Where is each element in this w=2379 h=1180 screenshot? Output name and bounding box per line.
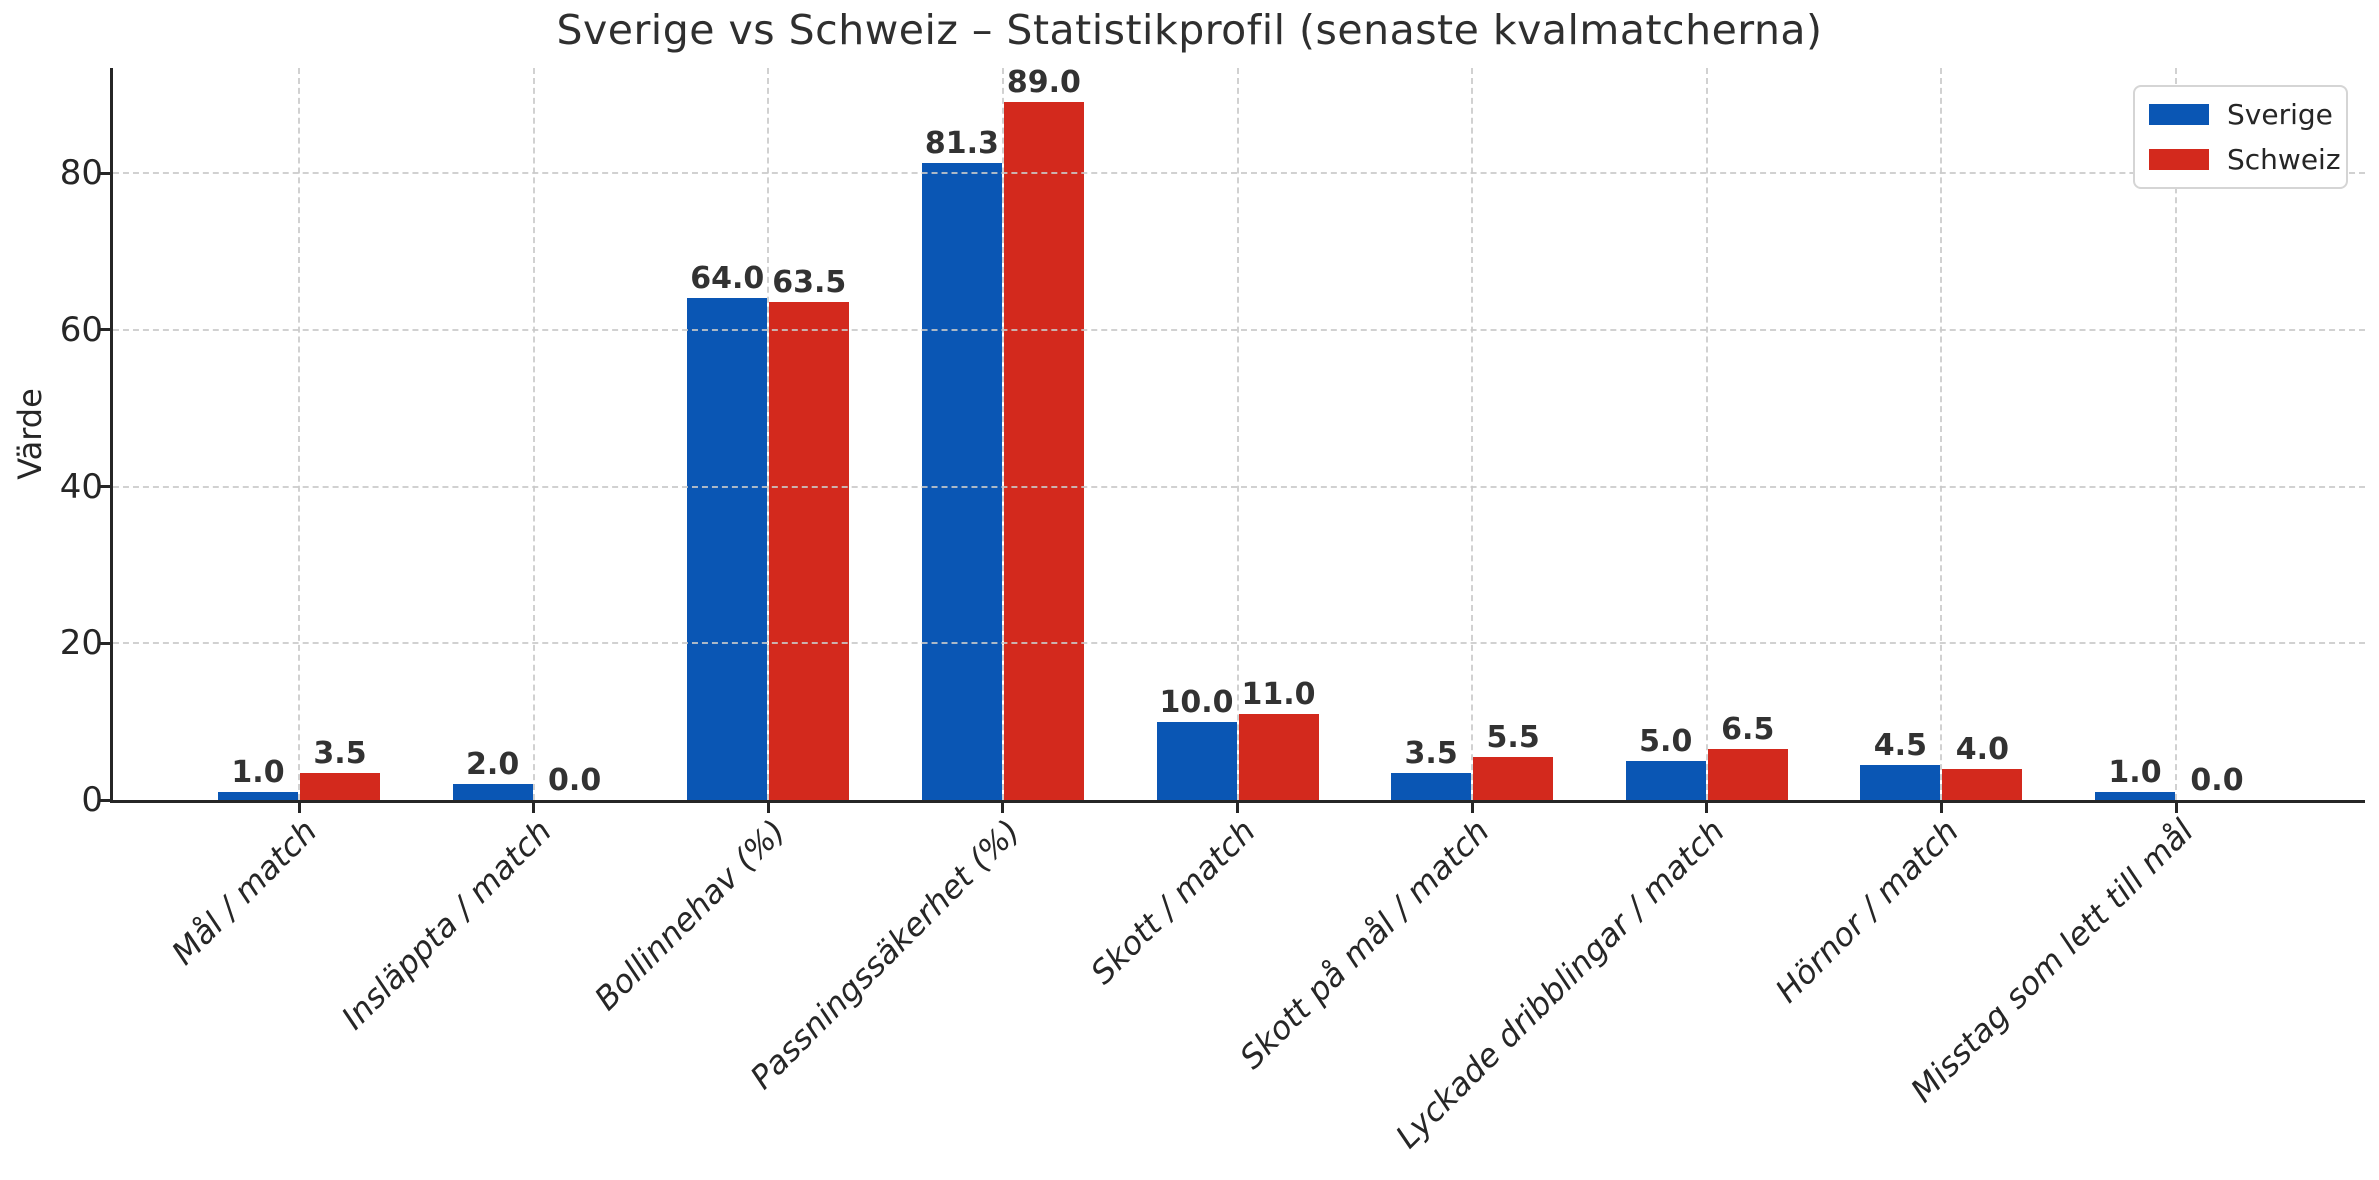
h-gridline: [113, 642, 2365, 645]
x-tick: [1470, 803, 1474, 813]
bar-sverige: [921, 162, 1002, 800]
x-tick: [1939, 803, 1943, 813]
value-label: 63.5: [772, 265, 847, 301]
bar-schweiz: [769, 302, 850, 800]
value-label: 1.0: [2108, 755, 2162, 791]
value-label: 4.5: [1873, 727, 1927, 763]
value-label: 10.0: [1159, 684, 1234, 720]
h-gridline: [113, 172, 2365, 174]
value-label: 5.5: [1486, 719, 1540, 755]
v-gridline: [1236, 68, 1239, 800]
y-tick-label: 0: [81, 780, 103, 820]
h-gridline: [113, 485, 2365, 488]
bar-schweiz: [1473, 756, 1554, 800]
y-tick: [100, 171, 110, 175]
v-gridline: [298, 68, 300, 800]
y-tick-label: 60: [59, 309, 103, 350]
x-tick: [1705, 803, 1709, 813]
y-tick: [100, 641, 110, 645]
value-label: 4.0: [1955, 731, 2009, 767]
y-tick: [100, 328, 110, 332]
x-tick: [532, 803, 536, 813]
bar-sverige: [218, 792, 298, 800]
bar-schweiz: [300, 772, 380, 800]
bar-schweiz: [1003, 102, 1084, 800]
v-gridline: [767, 68, 770, 800]
chart-title: Sverige vs Schweiz – Statistikprofil (se…: [556, 6, 1823, 54]
bar-schweiz: [1238, 713, 1319, 800]
value-label: 0.0: [548, 763, 602, 798]
bar-sverige: [1156, 721, 1237, 800]
value-label: 64.0: [690, 261, 765, 297]
bar-schweiz: [1942, 768, 2023, 800]
value-label: 1.0: [231, 755, 285, 791]
x-tick-label: Insläppta / match: [333, 812, 559, 1037]
x-tick: [1001, 803, 1005, 813]
y-axis: [110, 68, 113, 800]
legend-entry-sverige: Sverige: [2149, 98, 2333, 131]
legend-label: Sverige: [2227, 98, 2333, 131]
bar-sverige: [1625, 760, 1706, 800]
legend-swatch-schweiz: [2149, 149, 2209, 170]
legend-label: Schweiz: [2227, 143, 2341, 176]
x-tick: [1236, 803, 1239, 813]
bar-sverige: [1860, 764, 1941, 800]
value-label: 2.0: [466, 747, 520, 783]
x-tick-label: Passningssäkerhet (%): [743, 812, 1028, 1097]
bar-schweiz: [1707, 749, 1788, 800]
legend-entry-schweiz: Schweiz: [2149, 143, 2341, 176]
value-label: 89.0: [1006, 65, 1081, 101]
y-tick: [100, 798, 110, 802]
x-tick-label: Skott / match: [1082, 812, 1263, 992]
value-label: 6.5: [1721, 712, 1775, 748]
bar-sverige: [452, 784, 533, 800]
value-label: 3.5: [313, 735, 367, 771]
x-tick-label: Hörnor / match: [1768, 812, 1967, 1011]
v-gridline: [1471, 68, 1474, 800]
x-tick: [297, 803, 301, 813]
v-gridline: [1940, 68, 1943, 800]
value-label: 0.0: [2190, 763, 2244, 798]
x-tick-label: Skott på mål / match: [1232, 812, 1497, 1077]
value-label: 11.0: [1241, 676, 1316, 712]
v-gridline: [1705, 68, 1708, 800]
v-gridline: [2175, 68, 2177, 800]
y-tick-label: 40: [59, 466, 103, 507]
v-gridline: [1001, 68, 1004, 800]
y-tick-label: 80: [59, 153, 103, 193]
x-axis: [110, 800, 2365, 803]
bar-sverige: [687, 298, 768, 800]
legend: Sverige Schweiz: [2133, 85, 2348, 189]
x-tick: [2174, 803, 2178, 813]
bar-sverige: [2095, 792, 2175, 800]
value-label: 3.5: [1404, 735, 1458, 771]
bar-sverige: [1391, 772, 1472, 800]
y-tick: [100, 485, 110, 488]
legend-swatch-sverige: [2149, 104, 2209, 125]
x-tick-label: Mål / match: [163, 812, 324, 973]
value-label: 5.0: [1639, 723, 1693, 759]
x-tick-label: Bollinnehav (%): [587, 812, 794, 1018]
v-gridline: [532, 68, 535, 800]
x-tick: [766, 803, 770, 813]
value-label: 81.3: [924, 125, 999, 161]
h-gridline: [113, 328, 2365, 331]
y-tick-label: 20: [59, 623, 103, 664]
